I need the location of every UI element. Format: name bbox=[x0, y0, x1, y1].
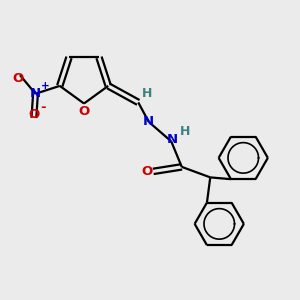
Text: N: N bbox=[167, 134, 178, 146]
Text: O: O bbox=[142, 165, 153, 178]
Text: O: O bbox=[28, 108, 40, 121]
Text: N: N bbox=[30, 87, 41, 100]
Text: O: O bbox=[78, 105, 90, 118]
Text: N: N bbox=[143, 116, 154, 128]
Text: H: H bbox=[142, 88, 152, 100]
Text: O: O bbox=[13, 72, 24, 85]
Text: H: H bbox=[180, 125, 190, 138]
Text: +: + bbox=[41, 81, 50, 91]
Text: -: - bbox=[41, 101, 46, 114]
